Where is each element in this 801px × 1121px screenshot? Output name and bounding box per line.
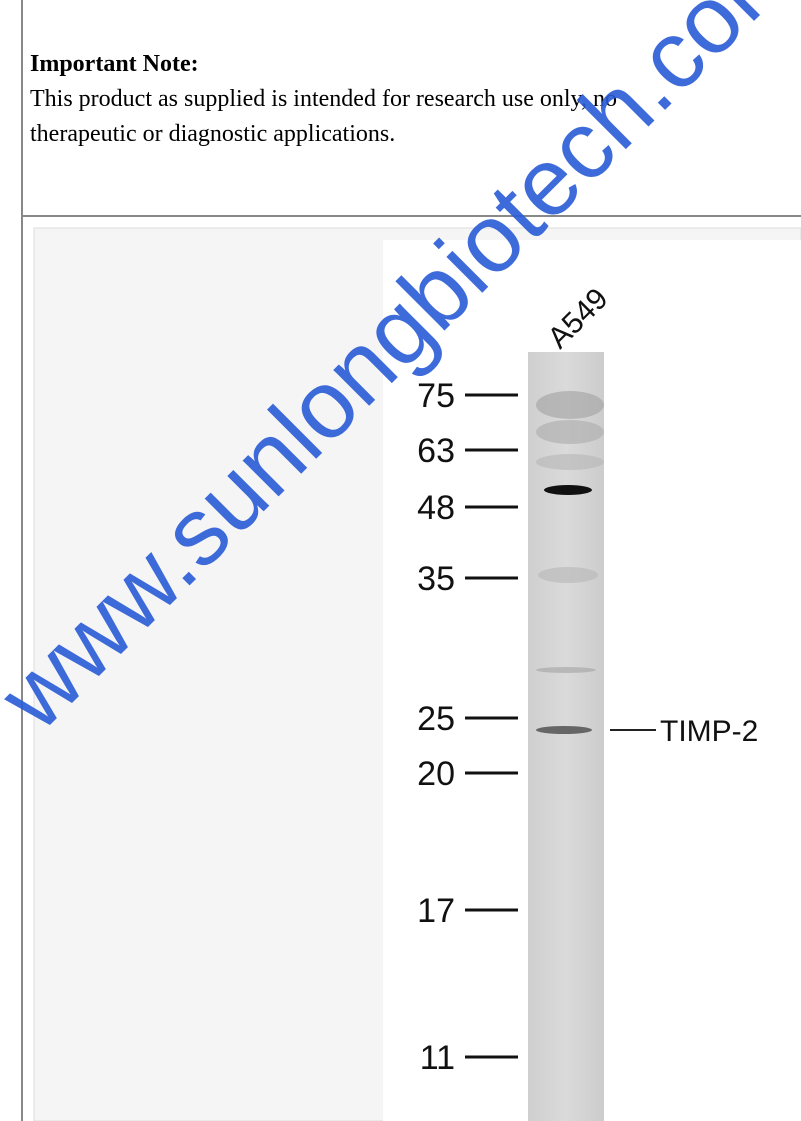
marker-label: 75 — [417, 377, 455, 415]
marker-label: 25 — [417, 700, 455, 738]
marker-label: 48 — [417, 489, 455, 527]
note-text: therapeutic or diagnostic applications. — [30, 121, 395, 147]
marker-label: 63 — [417, 432, 455, 470]
page-canvas: Important Note: This product as supplied… — [0, 0, 801, 1121]
band-label: TIMP-2 — [660, 715, 758, 748]
page: Important Note: This product as supplied… — [0, 0, 801, 1121]
note-title: Important Note: — [30, 51, 199, 77]
marker-label: 17 — [417, 892, 455, 930]
note-text: This product as supplied is intended for… — [30, 86, 617, 112]
marker-label: 11 — [420, 1039, 455, 1077]
marker-label: 20 — [417, 755, 455, 793]
marker-label: 35 — [417, 560, 455, 598]
